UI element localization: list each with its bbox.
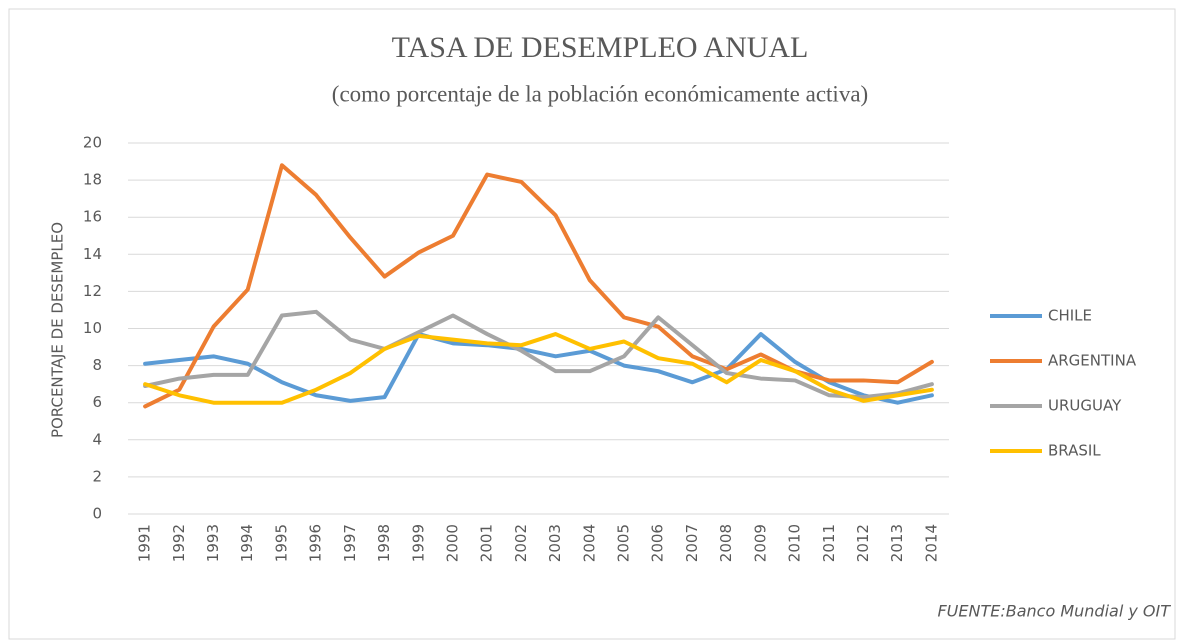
x-tick-label: 2011 [820, 524, 838, 562]
x-tick-label: 2002 [512, 524, 530, 562]
x-tick-label: 1996 [307, 524, 325, 562]
x-tick-label: 2013 [888, 524, 906, 562]
y-tick-label: 4 [92, 430, 102, 448]
chart-subtitle: (como porcentaje de la población económi… [332, 81, 868, 106]
x-tick-label: 1994 [238, 524, 256, 562]
y-tick-label: 12 [83, 282, 102, 300]
x-tick-label: 2003 [546, 524, 564, 562]
y-tick-label: 6 [92, 393, 102, 411]
x-tick-label: 2000 [443, 524, 461, 562]
y-tick-label: 2 [92, 467, 102, 485]
x-tick-label: 2010 [786, 524, 804, 562]
x-tick-label: 2012 [854, 524, 872, 562]
legend-label: ARGENTINA [1048, 352, 1137, 370]
x-tick-label: 1991 [136, 524, 154, 562]
x-tick-label: 1993 [204, 524, 222, 562]
series-line [143, 332, 934, 405]
y-tick-label: 14 [83, 245, 102, 263]
x-tick-label: 2001 [478, 524, 496, 562]
y-tick-label: 20 [83, 134, 102, 152]
y-tick-label: 16 [83, 208, 102, 226]
x-tick-label: 1998 [375, 524, 393, 562]
y-tick-label: 0 [92, 505, 102, 523]
x-tick-label: 2006 [649, 524, 667, 562]
x-tick-label: 2008 [717, 524, 735, 562]
legend-label: CHILE [1048, 307, 1092, 325]
y-tick-label: 8 [92, 356, 102, 374]
x-tick-label: 1999 [409, 524, 427, 562]
x-tick-label: 2007 [683, 524, 701, 562]
x-tick-label: 1997 [341, 524, 359, 562]
legend-label: URUGUAY [1048, 397, 1122, 415]
y-axis-label: PORCENTAJE DE DESEMPLEO [49, 222, 67, 438]
legend-label: BRASIL [1048, 442, 1101, 460]
series-line [143, 309, 934, 400]
x-tick-label: 2009 [751, 524, 769, 562]
y-tick-label: 18 [83, 171, 102, 189]
y-tick-label: 10 [83, 319, 102, 337]
source-note: FUENTE:Banco Mundial y OIT [937, 602, 1171, 621]
x-tick-label: 1995 [272, 524, 290, 562]
x-tick-label: 2005 [615, 524, 633, 562]
x-tick-label: 1992 [170, 524, 188, 562]
x-tick-label: 2004 [580, 524, 598, 562]
series-line [143, 332, 934, 405]
chart-border [8, 8, 1176, 640]
chart-title: TASA DE DESEMPLEO ANUAL [392, 31, 809, 64]
x-tick-label: 2014 [922, 524, 940, 562]
